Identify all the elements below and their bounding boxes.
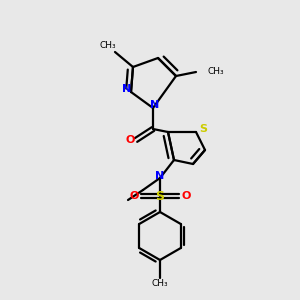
Text: S: S <box>199 124 207 134</box>
Text: O: O <box>181 191 191 201</box>
Text: CH₃: CH₃ <box>152 278 168 287</box>
Text: N: N <box>122 84 132 94</box>
Text: O: O <box>129 191 139 201</box>
Text: O: O <box>125 135 135 145</box>
Text: N: N <box>155 171 165 181</box>
Text: CH₃: CH₃ <box>100 41 116 50</box>
Text: CH₃: CH₃ <box>207 67 224 76</box>
Text: N: N <box>150 100 160 110</box>
Text: S: S <box>155 190 164 202</box>
